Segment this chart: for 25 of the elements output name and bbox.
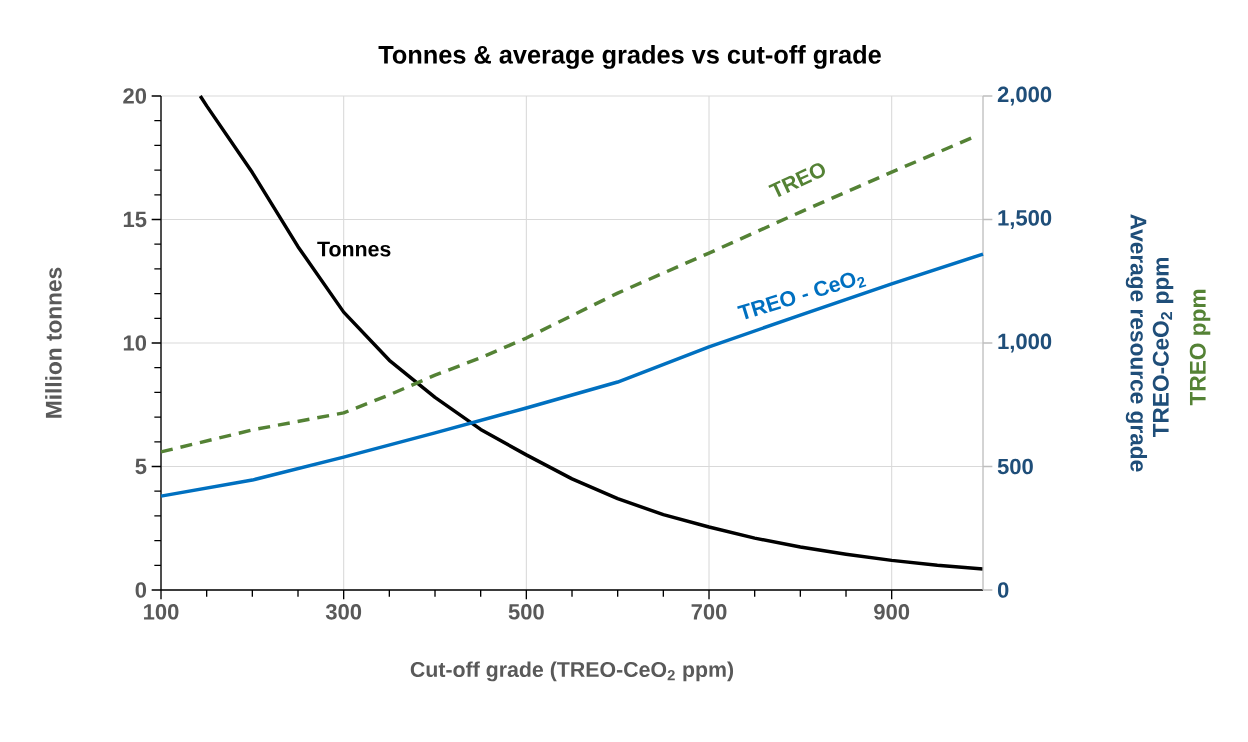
y2-tick-label: 0 bbox=[997, 582, 1009, 598]
text: TREO bbox=[768, 163, 825, 198]
x-tick-label: 100 bbox=[144, 604, 179, 620]
x-tick-label: 300 bbox=[325, 604, 362, 620]
y-tick-label: 5 bbox=[135, 458, 147, 475]
x-tick-label: 500 bbox=[508, 604, 544, 620]
x-tick-label: 900 bbox=[874, 604, 910, 620]
y-tick-label: 20 bbox=[123, 88, 147, 104]
series-label: Tonnes bbox=[317, 241, 391, 257]
y2-tick-label: 1,500 bbox=[998, 210, 1052, 229]
y2-tick-label: 500 bbox=[997, 458, 1033, 475]
x-tick-label: 700 bbox=[691, 604, 727, 620]
text: TREO ppm bbox=[1189, 289, 1211, 406]
y-tick-label: 0 bbox=[135, 582, 147, 598]
text: TREO - CeO$_{2}$ bbox=[737, 272, 867, 320]
chart-title: Tonnes & average grades vs cut-off grade bbox=[378, 45, 881, 69]
y-tick-label: 10 bbox=[123, 335, 147, 351]
y-tick-label: 15 bbox=[123, 211, 147, 228]
y2-axis-title: Average resource grade bbox=[1125, 214, 1148, 472]
x-axis-title: Cut-off grade (TREO-CeO$_{2}$ ppm) bbox=[410, 661, 734, 682]
y2-tick-label: 2,000 bbox=[997, 86, 1052, 106]
line-series bbox=[198, 94, 985, 571]
y-axis-title: Million tonnes bbox=[45, 267, 62, 418]
y2-tick-label: 1,000 bbox=[998, 333, 1052, 353]
text: TREO-CeO$_{2}$ ppm bbox=[1152, 258, 1174, 438]
